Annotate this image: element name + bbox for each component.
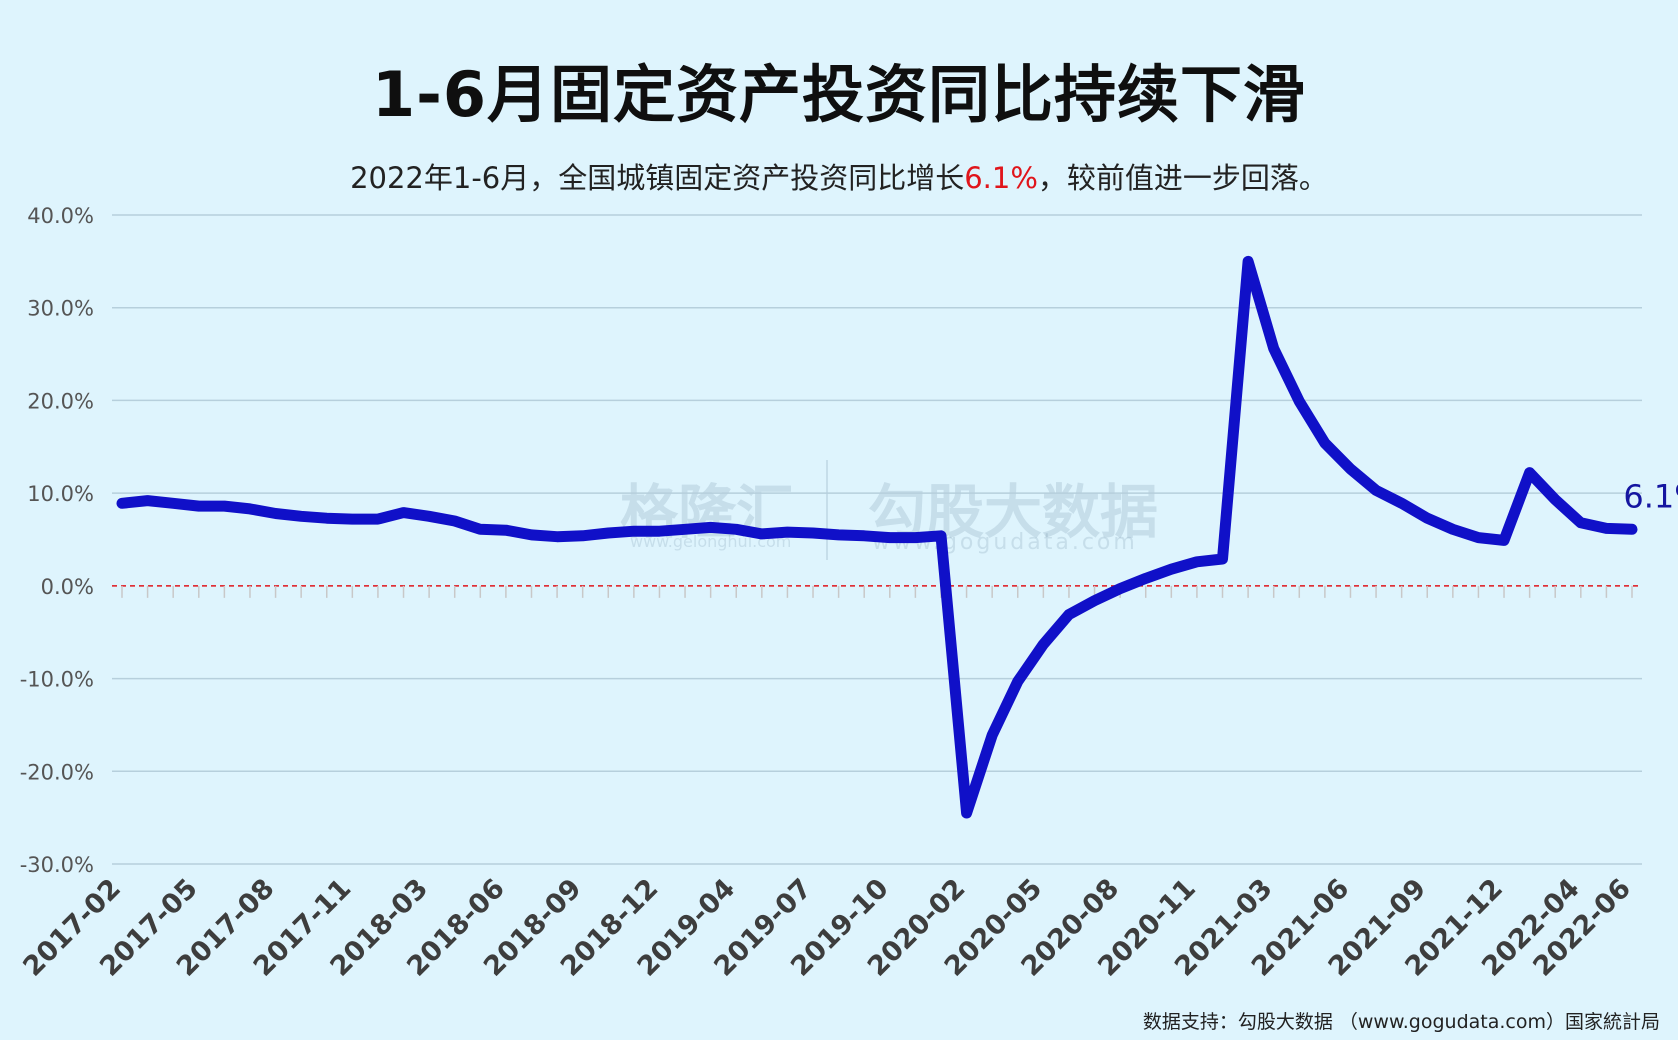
subtitle-highlight-value: 6.1% bbox=[964, 161, 1038, 195]
y-tick-label: 20.0% bbox=[27, 389, 94, 413]
y-tick-label: 40.0% bbox=[27, 204, 94, 228]
series-line bbox=[116, 255, 1638, 819]
y-tick-label: 10.0% bbox=[27, 482, 94, 506]
end-value-label: 6.1% bbox=[1623, 477, 1678, 515]
series-group bbox=[116, 255, 1638, 819]
chart-title: 1-6月固定资产投资同比持续下滑 bbox=[371, 58, 1306, 131]
y-axis: 40.0% 30.0% 20.0% 10.0% 0.0% -10.0% -20.0% -30.… bbox=[20, 204, 94, 877]
y-tick-label: -20.0% bbox=[20, 760, 94, 784]
y-tick-label: 30.0% bbox=[27, 297, 94, 321]
source-footer: 数据支持：勾股大数据 （www.gogudata.com）国家統計局 bbox=[1142, 1011, 1660, 1033]
subtitle-text-end: ，较前值进一步回落。 bbox=[1037, 161, 1328, 195]
watermark-divider bbox=[826, 460, 828, 560]
subtitle-text: 2022年1-6月，全国城镇固定资产投资同比增长 bbox=[350, 161, 965, 195]
chart-subtitle: 2022年1-6月，全国城镇固定资产投资同比增长6.1%，较前值进一步回落。 bbox=[0, 155, 1678, 197]
annotations: 6.1% bbox=[1623, 477, 1678, 515]
y-tick-label: -30.0% bbox=[20, 853, 94, 877]
grid-lines bbox=[112, 214, 1642, 865]
y-tick-label: 0.0% bbox=[41, 575, 94, 599]
y-tick-label: -10.0% bbox=[20, 668, 94, 692]
x-axis: 2017-022017-052017-082017-112018-032018-… bbox=[17, 585, 1637, 983]
